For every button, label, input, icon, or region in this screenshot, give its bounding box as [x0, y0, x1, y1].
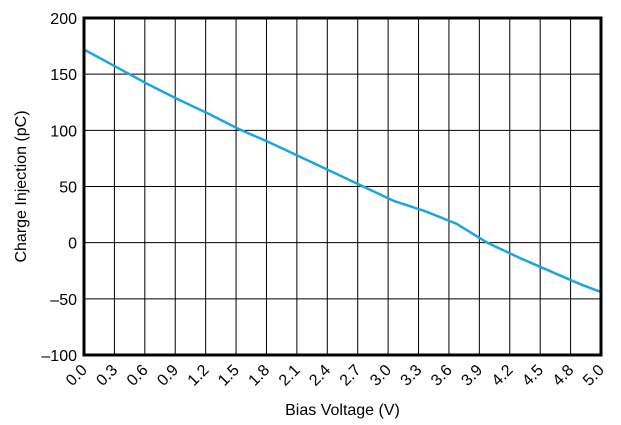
- x-tick-label: 2.4: [306, 362, 334, 390]
- plot-frame: [82, 16, 603, 357]
- x-tick-label: 4.5: [519, 362, 547, 390]
- x-tick-label: 4.2: [489, 362, 517, 390]
- y-tick-label: 0: [68, 236, 77, 253]
- x-tick-label: 3.6: [428, 362, 456, 390]
- x-tick-label: 5.0: [580, 362, 608, 390]
- x-tick-label: 3.3: [398, 362, 426, 390]
- x-axis-title: Bias Voltage (V): [285, 402, 400, 419]
- x-tick-label: 1.2: [185, 362, 213, 390]
- x-tick-label: 2.1: [276, 362, 304, 390]
- x-tick-label: 0.3: [93, 362, 121, 390]
- x-tick-label: 3.9: [458, 362, 486, 390]
- series-layer: [82, 48, 603, 294]
- x-tick-label: 4.8: [550, 362, 578, 390]
- x-tick-label: 0.9: [154, 362, 182, 390]
- y-tick-label: 100: [50, 123, 77, 140]
- x-tick-label: 1.5: [215, 362, 243, 390]
- x-tick-label: 3.0: [367, 362, 395, 390]
- x-tick-label: 2.7: [337, 362, 365, 390]
- y-tick-label: –50: [50, 292, 77, 309]
- y-tick-labels: 200 150 100 50 0 –50 –100: [41, 11, 77, 365]
- y-axis-title: Charge Injection (pC): [13, 110, 30, 262]
- grid-lines: [83, 17, 602, 356]
- y-tick-label: –100: [41, 348, 77, 365]
- x-tick-label: 0.6: [124, 362, 152, 390]
- y-tick-label: 150: [50, 67, 77, 84]
- series-line: [82, 48, 603, 294]
- x-tick-label: 1.8: [246, 362, 274, 390]
- y-tick-label: 200: [50, 11, 77, 28]
- x-tick-label: 0.0: [63, 362, 91, 390]
- x-tick-labels: 0.0 0.3 0.6 0.9 1.2 1.5 1.8 2.1 2.4 2.7 3.0 3.3 3.6 3…: [63, 362, 608, 390]
- y-tick-label: 50: [59, 180, 77, 197]
